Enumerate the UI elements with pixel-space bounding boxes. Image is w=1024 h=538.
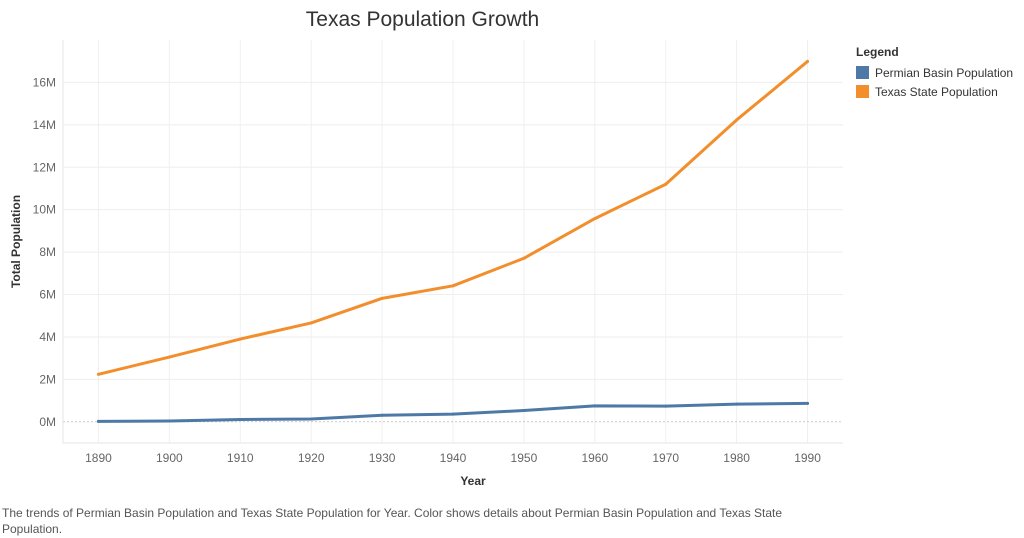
series-point bbox=[96, 419, 100, 423]
x-tick-label: 1980 bbox=[723, 451, 750, 465]
series-point bbox=[238, 337, 242, 341]
y-tick-label: 4M bbox=[39, 330, 56, 344]
y-axis-title: Total Population bbox=[9, 195, 23, 288]
legend-item-texas[interactable]: Texas State Population bbox=[856, 82, 1013, 101]
y-tick-label: 14M bbox=[33, 118, 56, 132]
x-tick-label: 1910 bbox=[227, 451, 254, 465]
legend-item-permian[interactable]: Permian Basin Population bbox=[856, 63, 1013, 82]
y-tick-label: 10M bbox=[33, 203, 56, 217]
x-tick-label: 1970 bbox=[652, 451, 679, 465]
legend-label-texas: Texas State Population bbox=[875, 84, 998, 99]
y-tick-label: 6M bbox=[39, 288, 56, 302]
x-tick-label: 1950 bbox=[511, 451, 538, 465]
series-point bbox=[309, 417, 313, 421]
series-point bbox=[451, 284, 455, 288]
x-tick-label: 1920 bbox=[298, 451, 325, 465]
series-point bbox=[522, 409, 526, 413]
series-point bbox=[238, 417, 242, 421]
series-point bbox=[167, 419, 171, 423]
series-point bbox=[522, 256, 526, 260]
legend: Legend Permian Basin Population Texas St… bbox=[856, 45, 1013, 101]
x-tick-label: 1930 bbox=[369, 451, 396, 465]
legend-label-permian: Permian Basin Population bbox=[875, 65, 1014, 80]
y-tick-label: 2M bbox=[39, 372, 56, 386]
series-point bbox=[806, 401, 810, 405]
chart-caption: The trends of Permian Basin Population a… bbox=[2, 506, 783, 536]
x-tick-label: 1900 bbox=[156, 451, 183, 465]
series-point bbox=[664, 404, 668, 408]
series-point bbox=[380, 413, 384, 417]
series-point bbox=[735, 402, 739, 406]
y-tick-label: 0M bbox=[39, 415, 56, 429]
series-point bbox=[806, 59, 810, 63]
line-chart: 0M 2M 4M 6M 8M 10M 12M 14M 16M 1890 1900 1910 1920 19… bbox=[9, 40, 843, 488]
legend-swatch-texas bbox=[856, 85, 869, 98]
y-tick-label: 12M bbox=[33, 160, 56, 174]
y-tick-label: 16M bbox=[33, 75, 56, 89]
x-tick-label: 1940 bbox=[440, 451, 467, 465]
series-point bbox=[664, 182, 668, 186]
series-point bbox=[96, 372, 100, 376]
legend-swatch-permian bbox=[856, 66, 869, 79]
series-point bbox=[451, 412, 455, 416]
series-point bbox=[167, 355, 171, 359]
series-point bbox=[593, 404, 597, 408]
series-point bbox=[309, 321, 313, 325]
series-point bbox=[735, 118, 739, 122]
legend-title: Legend bbox=[856, 45, 899, 59]
series-point bbox=[593, 217, 597, 221]
x-tick-label: 1960 bbox=[581, 451, 608, 465]
y-tick-label: 8M bbox=[39, 245, 56, 259]
x-tick-label: 1990 bbox=[794, 451, 821, 465]
chart-title: Texas Population Growth bbox=[305, 8, 540, 31]
x-axis-title: Year bbox=[460, 474, 486, 488]
series-point bbox=[380, 296, 384, 300]
x-tick-label: 1890 bbox=[85, 451, 112, 465]
